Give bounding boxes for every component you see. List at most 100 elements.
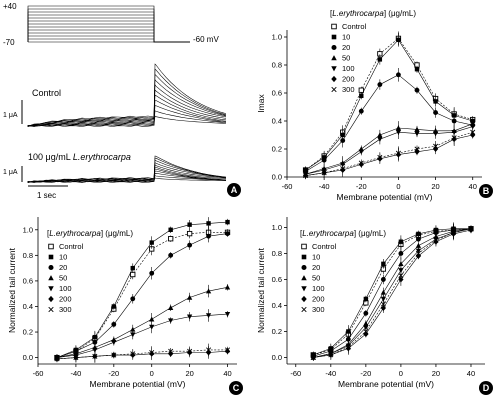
data-point [321,157,327,163]
y-tick-label: 0.8 [23,251,33,260]
data-point [396,37,401,42]
data-point [331,34,337,40]
panel-label-badge [229,381,243,395]
y-tick-label: 0.0 [272,353,282,362]
x-tick-label: 40 [223,369,231,378]
y-axis-label: Imax [256,94,266,113]
y-tick-label: 0.6 [272,275,282,284]
data-point [433,99,438,104]
series-20 [303,67,476,175]
data-point [414,146,420,152]
data-point [432,131,439,137]
data-point [331,75,337,83]
data-point [450,230,456,236]
legend-entry: 200 [59,295,72,304]
data-point [345,344,351,350]
data-point [225,231,230,237]
control-current-traces [27,63,227,127]
series-line [305,131,473,176]
data-point [380,301,386,307]
data-point [331,23,337,30]
data-point [130,351,136,357]
series-line [305,123,473,175]
data-point [363,296,369,302]
data-point [359,93,364,98]
data-point [415,242,422,248]
series-line [305,134,473,176]
x-axis-label: Membrane potential (mV) [337,192,433,202]
data-point [451,118,457,124]
series-line [56,349,228,360]
x-tick-label: -20 [360,369,371,378]
data-point [380,296,387,302]
data-point [363,320,369,326]
series-line [313,229,472,358]
y-tick-label: 0.4 [272,117,282,126]
data-point [130,271,136,278]
legend-title-species: L.erythrocarpa [332,9,384,18]
data-point [377,82,383,88]
data-point [380,277,386,282]
series-line [313,228,472,358]
current-trace [27,100,227,127]
current-trace [27,168,227,183]
data-point [224,284,231,290]
current-trace [27,83,227,127]
data-point [168,318,174,324]
data-point [363,325,369,331]
data-point [331,44,337,51]
series-50 [302,120,476,178]
data-point [130,332,136,338]
data-point [414,67,420,72]
data-point [206,347,212,353]
data-point [346,329,351,334]
x-tick-label: -60 [282,182,293,191]
data-point [225,347,231,353]
data-point [377,137,383,142]
data-point [381,261,386,267]
legend-entry: 50 [342,54,350,63]
panel-label-badge [479,184,493,198]
data-point [451,135,457,141]
data-point [206,233,211,239]
data-point [225,219,230,225]
series-line [313,228,472,356]
data-point [111,304,117,309]
x-tick-label: 40 [469,182,477,191]
data-point [363,310,369,316]
series-line [56,232,228,358]
x-axis-label: Membrane potential (mV) [90,379,186,389]
data-point [187,242,193,248]
panel-label: D [483,383,490,393]
x-tick-label: -40 [70,369,81,378]
data-point [48,243,54,250]
data-point [363,328,369,334]
data-point [186,294,193,300]
series-line [305,37,473,171]
series-line [56,350,228,360]
data-point [395,150,401,156]
y-axis-label: Normalized tail current [7,247,17,333]
series-Control [302,31,476,174]
y-tick-label: 0.2 [272,327,282,336]
current-trace [27,78,227,126]
current-trace [27,115,227,127]
x-tick-label: -20 [108,369,119,378]
x-tick-label: 20 [432,369,440,378]
data-point [73,355,79,361]
x-tick-label: -40 [319,182,330,191]
x-tick-label: 0 [150,369,154,378]
current-trace [27,63,227,127]
data-point [187,222,192,227]
data-point [310,354,316,361]
legend-title-bracket: [ [330,9,333,18]
data-point [149,316,155,322]
legend-entry: 20 [59,263,67,272]
legend-entry: Control [59,242,84,251]
data-point [470,124,476,130]
series-line [56,233,228,358]
x-tick-label: -60 [33,369,44,378]
series-300 [310,225,474,361]
data-point [415,236,421,242]
data-point [54,356,60,362]
